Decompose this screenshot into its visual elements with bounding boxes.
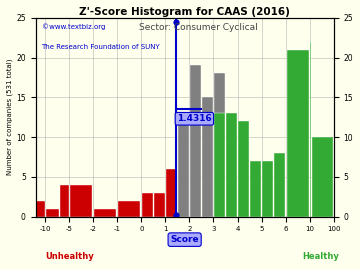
Bar <box>46 209 59 217</box>
Title: Z'-Score Histogram for CAAS (2016): Z'-Score Histogram for CAAS (2016) <box>79 7 290 17</box>
Bar <box>178 113 189 217</box>
Bar <box>214 113 225 217</box>
Bar <box>60 185 69 217</box>
Bar <box>310 42 311 217</box>
Bar <box>154 193 165 217</box>
Text: Sector: Consumer Cyclical: Sector: Consumer Cyclical <box>139 23 257 32</box>
Bar <box>178 113 189 217</box>
Bar <box>250 161 261 217</box>
Y-axis label: Number of companies (531 total): Number of companies (531 total) <box>7 59 13 176</box>
Bar <box>142 193 153 217</box>
Bar <box>238 121 249 217</box>
Bar <box>70 185 92 217</box>
Bar <box>262 161 273 217</box>
Bar <box>94 209 116 217</box>
Bar <box>190 65 201 217</box>
Text: Healthy: Healthy <box>302 252 339 261</box>
Bar <box>312 137 333 217</box>
Text: The Research Foundation of SUNY: The Research Foundation of SUNY <box>41 43 160 50</box>
Bar <box>287 50 309 217</box>
Bar <box>226 113 237 217</box>
Bar <box>214 73 225 217</box>
Bar <box>274 153 285 217</box>
Bar <box>166 169 177 217</box>
X-axis label: Score: Score <box>170 235 199 244</box>
Text: Unhealthy: Unhealthy <box>45 252 94 261</box>
Bar <box>202 97 213 217</box>
Bar <box>36 201 45 217</box>
Text: 1.4316: 1.4316 <box>177 114 212 123</box>
Bar <box>118 201 140 217</box>
Text: ©www.textbiz.org: ©www.textbiz.org <box>41 24 105 30</box>
